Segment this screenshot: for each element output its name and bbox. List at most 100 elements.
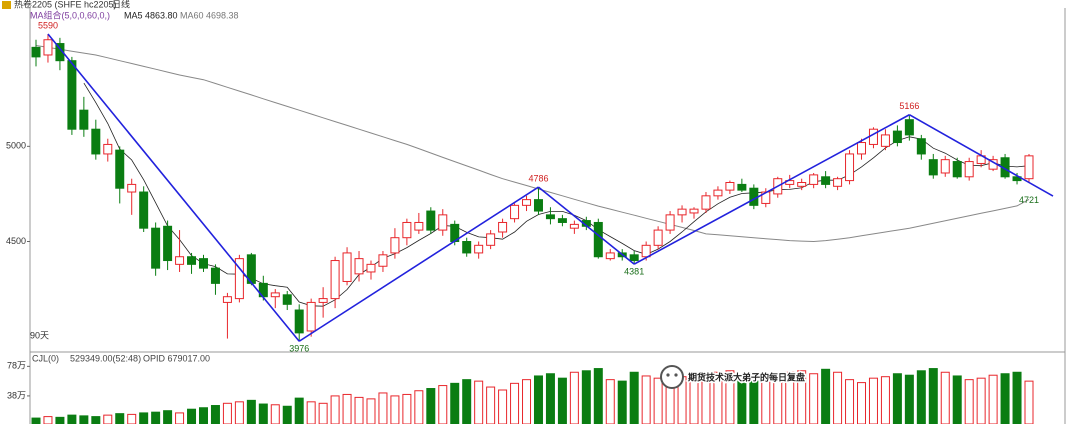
- candle-body: [282, 294, 292, 305]
- candle-body: [1024, 155, 1034, 180]
- volume-bar: [55, 416, 65, 424]
- range-label: 90天: [30, 330, 49, 340]
- volume-bar: [67, 414, 77, 424]
- candle-body: [366, 263, 376, 273]
- volume-bar: [91, 416, 101, 424]
- watermark-text: 期货技术派大弟子的每日复盘: [688, 372, 805, 384]
- candle-body: [677, 208, 687, 216]
- candle-body: [665, 214, 675, 231]
- candle-body: [498, 221, 508, 233]
- candle-body: [210, 267, 220, 284]
- candle-body: [127, 183, 137, 193]
- candle-body: [378, 254, 388, 267]
- pivot-label: 5590: [38, 20, 58, 30]
- volume-bar: [210, 405, 220, 424]
- candle-body: [821, 176, 831, 185]
- candle-body: [43, 39, 53, 56]
- candle-body: [234, 258, 244, 300]
- candle-body: [701, 195, 711, 210]
- candle-body: [151, 227, 161, 269]
- volume-bar: [222, 402, 232, 424]
- volume-bar: [821, 368, 831, 424]
- volume-bar: [868, 377, 878, 424]
- volume-bar: [151, 411, 161, 424]
- volume-bar: [198, 407, 208, 424]
- volume-bar: [1012, 371, 1022, 424]
- candle-body: [797, 182, 807, 187]
- candle-body: [569, 223, 579, 229]
- zigzag-line: [537, 186, 635, 265]
- pivot-label: 5166: [899, 101, 919, 111]
- candle-body: [31, 46, 41, 58]
- volume-bar: [510, 382, 520, 424]
- volume-bar: [749, 380, 759, 424]
- volume-bar: [797, 370, 807, 424]
- volume-bar: [833, 371, 843, 424]
- candle-body: [653, 229, 663, 246]
- candle-body: [354, 258, 364, 275]
- candle-body: [593, 221, 603, 258]
- volume-bar: [354, 396, 364, 424]
- volume-bar: [103, 414, 113, 424]
- candle-body: [426, 210, 436, 231]
- volume-bar: [689, 373, 699, 424]
- candle-body: [486, 233, 496, 246]
- candle-body: [522, 199, 532, 206]
- volume-bar: [928, 368, 938, 424]
- volume-bar: [1024, 380, 1034, 424]
- candle-body: [713, 189, 723, 197]
- pivot-label: 4381: [624, 267, 644, 277]
- volume-bar: [809, 373, 819, 424]
- candle-body: [725, 182, 735, 191]
- volume-bar: [617, 380, 627, 424]
- candle-body: [103, 143, 113, 155]
- candle-body: [557, 218, 567, 223]
- volume-bar: [940, 371, 950, 424]
- candle-body: [916, 138, 926, 155]
- zigzag-line: [298, 186, 539, 342]
- volume-bar: [175, 412, 185, 424]
- period: 日线: [112, 0, 130, 9]
- y-tick-label: 4500: [6, 236, 26, 246]
- candle-body: [462, 241, 472, 254]
- candle-body: [318, 298, 328, 303]
- candle-body: [198, 258, 208, 269]
- volume-bar: [187, 408, 197, 424]
- volume-bar: [629, 371, 639, 424]
- candle-body: [187, 256, 197, 265]
- candle-body: [964, 161, 974, 178]
- candle-body: [91, 128, 101, 155]
- volume-bar: [605, 379, 615, 424]
- volume-bar: [593, 368, 603, 424]
- y-tick-label: 38万: [7, 390, 26, 400]
- indicator-label: MA组合(5,0,0,60,0,): [30, 9, 110, 20]
- volume-bar: [426, 388, 436, 424]
- trend-line: [908, 114, 1054, 197]
- candle-body: [880, 134, 890, 147]
- zigzag-line: [633, 114, 910, 265]
- candle-body: [438, 214, 448, 231]
- candle-body: [809, 174, 819, 185]
- candle-body: [175, 256, 185, 265]
- volume-bar: [988, 374, 998, 424]
- wechat-eye: [666, 373, 670, 377]
- volume-title: CJL(0): [32, 353, 59, 363]
- volume-bar: [653, 377, 663, 424]
- zigzag-line: [47, 33, 300, 342]
- candle-body: [737, 183, 747, 191]
- candle-body: [390, 237, 400, 254]
- volume-bar: [330, 395, 340, 424]
- ma5-label: MA5 4863.80: [124, 10, 178, 20]
- volume-bar: [450, 382, 460, 424]
- candle-body: [928, 159, 938, 176]
- ma60-label: MA60 4698.38: [180, 10, 239, 20]
- candle-body: [952, 161, 962, 178]
- candle-body: [330, 260, 340, 300]
- volume-bar: [581, 370, 591, 424]
- volume-bar: [522, 379, 532, 424]
- volume-stat: 529349.00(52:48): [70, 353, 141, 363]
- candle-body: [163, 225, 173, 262]
- candle-body: [892, 130, 902, 144]
